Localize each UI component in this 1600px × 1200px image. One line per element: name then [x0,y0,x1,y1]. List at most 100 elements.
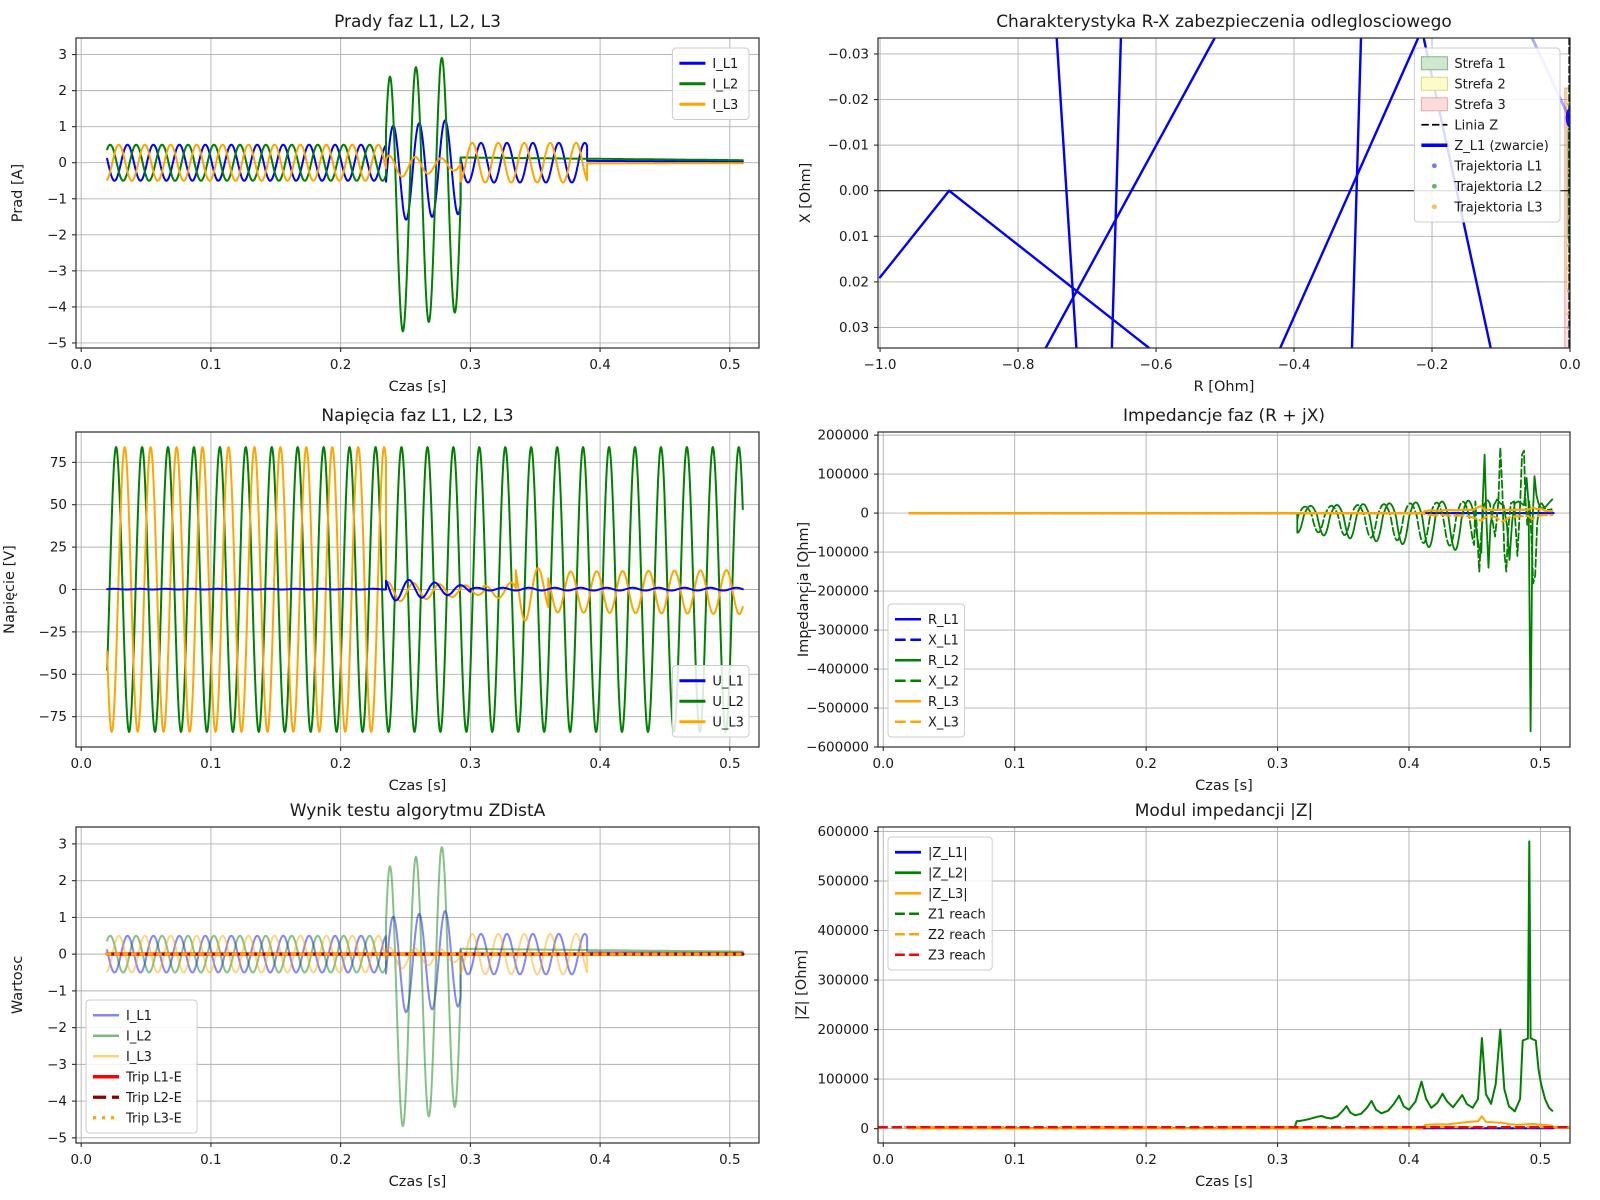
x-tick-label: 0.2 [330,1152,351,1168]
y-tick-label: −100000 [806,545,869,561]
x-tick-label: 0.5 [1530,756,1551,772]
x-tick-label: −0.2 [1416,357,1449,373]
y-tick-label: 50 [50,497,67,513]
y-tick-label: 0 [58,155,67,171]
chart-title: Charakterystyka R-X zabezpieczenia odleg… [996,12,1452,32]
legend: R_L1 X_L1 R_L2 X_L2 R_L3 X_L3 [887,603,966,738]
x-tick-label: 0.5 [719,756,740,772]
legend-label: Strefa 3 [1454,98,1505,113]
y-tick-label: 0 [58,582,67,598]
x-tick-label: −1.0 [864,357,897,373]
chart-title: Modul impedancji |Z| [1135,801,1314,821]
x-axis-label: Czas [s] [1195,778,1253,794]
legend-label: Strefa 1 [1454,57,1505,72]
legend-label: I_L1 [126,1009,152,1024]
x-tick-label: 0.0 [873,756,894,772]
legend-label: Z2 reach [928,928,986,943]
axes-spines [877,431,1571,748]
y-tick-label: −4 [47,1094,67,1110]
legend-label: Trajektoria L2 [1453,180,1542,195]
series-z-l1-seg-c [1110,38,1123,348]
x-axis-label: R [Ohm] [1194,379,1255,395]
x-tick-label: −0.8 [1002,357,1035,373]
grid [878,827,1570,1143]
x-tick-label: 0.4 [589,756,610,772]
legend-label: I_L3 [712,98,738,113]
legend-label: Trip L1-E [125,1070,182,1085]
series-I_L3 [106,141,744,184]
legend-label: R_L2 [928,654,959,669]
y-tick-label: −5 [47,1130,67,1146]
legend-label: Z_L1 (zwarcie) [1454,139,1548,154]
tick-labels: 0.0 0.1 0.2 0.3 0.4 0.5 −75 −50 −25 0 25 50 75 [39,455,741,772]
x-tick-label: −0.6 [1140,357,1173,373]
chart-title: Wynik testu algorytmu ZDistA [290,801,546,821]
series-z-l1-seg-e [1279,38,1420,348]
legend-marker-trajektoria-l1 [1432,163,1437,169]
legend-swatch-strefa-1 [1420,56,1448,71]
x-axis-label: Czas [s] [389,778,447,794]
legend-marker-trajektoria-l3 [1432,204,1437,210]
y-tick-label: −4 [47,299,67,315]
y-axis-label: |Z| [Ohm] [794,950,810,1020]
y-tick-label: −500000 [806,701,869,717]
trajektoria-l2-dots [1567,102,1570,330]
x-tick-label: 0.5 [719,357,740,373]
y-tick-label: 0.03 [839,320,869,336]
y-tick-label: −400000 [806,662,869,678]
series-z-l1-seg-d [1044,38,1216,348]
y-tick-label: −0.01 [828,138,869,154]
plot-area [878,840,1570,1130]
x-tick-label: 0.5 [719,1152,740,1168]
x-tick-label: 0.2 [1135,1152,1156,1168]
x-axis-label: Czas [s] [389,1174,447,1190]
series-Z_L3_abs [908,1115,1554,1130]
legend-label: R_L1 [928,613,959,628]
y-axis-label: Prad [A] [10,164,26,222]
chart-title: Prady faz L1, L2, L3 [334,12,501,32]
x-tick-label: 0.3 [460,756,481,772]
legend-label: I_L3 [126,1050,152,1065]
series-I_L1 [106,119,744,221]
x-axis-label: Czas [s] [389,379,447,395]
chart-napiecia: 0.0 0.1 0.2 0.3 0.4 0.5 −75 −50 −25 0 25 50 75 Napięc… [2,406,760,794]
legend-label: Trip L3-E [125,1111,182,1126]
y-tick-label: 400000 [817,923,869,939]
y-tick-label: 0 [860,506,869,522]
legend-label: Trajektoria L1 [1453,159,1542,174]
x-tick-label: 0.1 [200,756,221,772]
legend-label: U_L3 [712,715,744,730]
x-tick-label: 0.4 [589,1152,610,1168]
legend-label: |Z_L2| [928,866,968,881]
x-tick-label: 0.4 [1398,756,1419,772]
plot-area [106,446,744,733]
axes-spines [75,826,760,1144]
x-tick-label: 0.0 [873,1152,894,1168]
x-tick-label: 0.4 [589,357,610,373]
x-tick-label: 0.1 [1004,1152,1025,1168]
y-tick-label: −50 [39,667,68,683]
legend-label: Trajektoria L3 [1453,200,1542,215]
x-tick-label: 0.3 [1267,1152,1288,1168]
plot-area [106,56,744,333]
series-R_L3 [908,505,1554,515]
trajektoria-l3-dots [1565,125,1570,316]
legend-label: Trip L2-E [125,1091,182,1106]
x-tick-label: 0.3 [460,1152,481,1168]
legend-label: I_L2 [712,77,738,92]
y-tick-label: −1 [47,191,67,207]
legend: U_L1 U_L2 U_L3 [671,665,750,738]
x-tick-label: 0.1 [200,1152,221,1168]
axes-spines [877,37,1571,349]
legend: |Z_L1| |Z_L2| |Z_L3| Z1 reach Z2 reach Z3 rea… [887,836,993,971]
tick-labels: 0.0 0.1 0.2 0.3 0.4 0.5 −600000 −500000 −400000 −… [806,428,1551,772]
series-I_L2 [106,846,744,1128]
x-tick-label: 0.2 [1135,756,1156,772]
x-tick-label: 0.5 [1530,1152,1551,1168]
x-tick-label: 0.1 [200,357,221,373]
y-tick-label: 25 [50,540,67,556]
series-U_L2 [106,446,744,733]
legend-label: I_L2 [126,1029,152,1044]
